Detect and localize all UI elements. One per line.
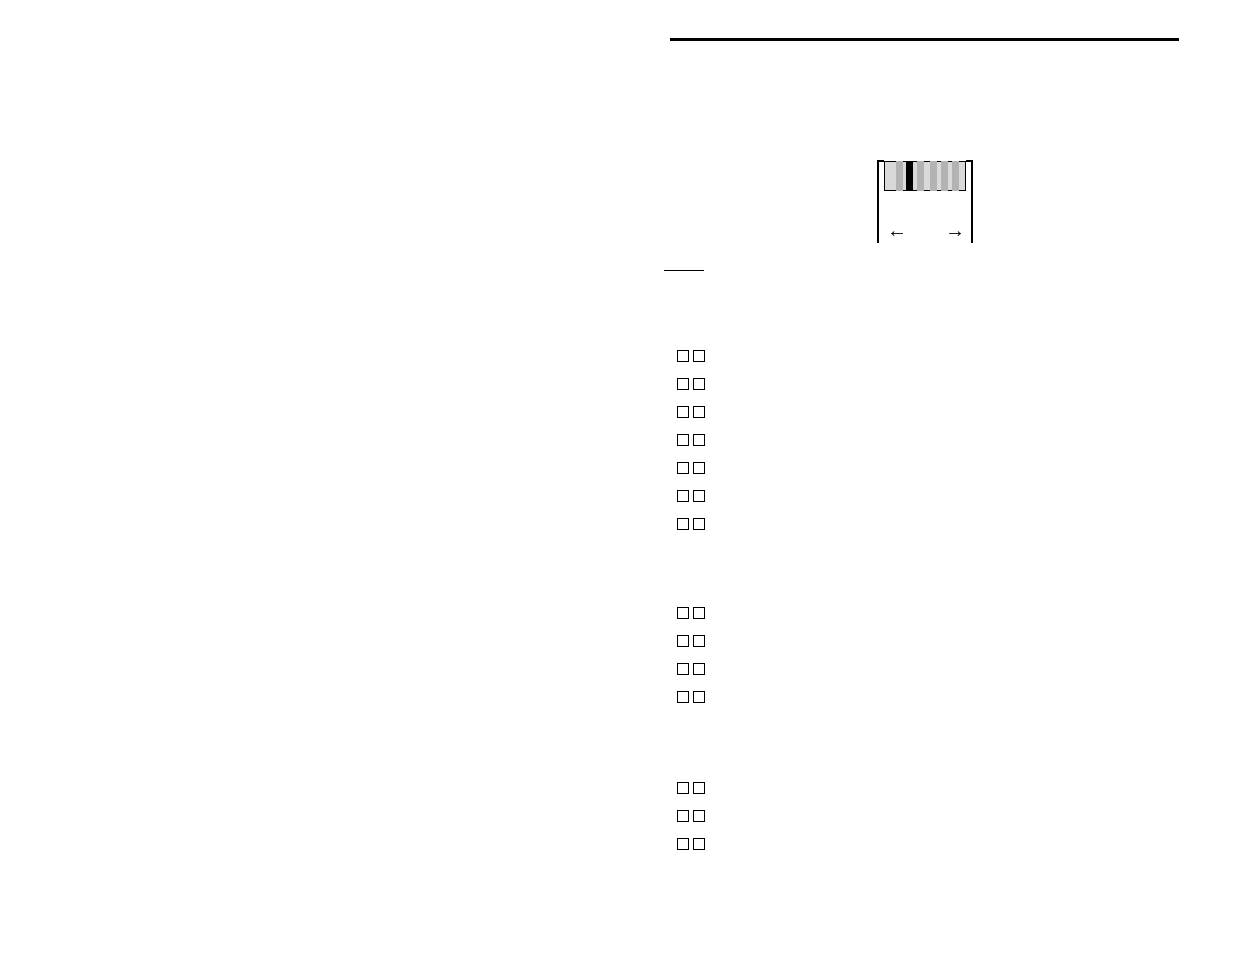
checkbox[interactable] xyxy=(677,434,689,446)
checkbox[interactable] xyxy=(693,810,705,822)
resistor-band-2 xyxy=(917,161,924,191)
checkbox-row xyxy=(677,405,705,423)
checkbox-row xyxy=(677,489,705,507)
checkbox-row xyxy=(677,690,705,708)
mid-rule xyxy=(664,270,704,271)
checkbox[interactable] xyxy=(677,518,689,530)
checkbox[interactable] xyxy=(677,350,689,362)
checkbox[interactable] xyxy=(693,406,705,418)
checkbox-row xyxy=(677,809,705,827)
checkbox[interactable] xyxy=(693,462,705,474)
checkbox-row xyxy=(677,837,705,855)
checkbox[interactable] xyxy=(677,378,689,390)
top-rule xyxy=(670,38,1179,41)
checkbox[interactable] xyxy=(693,838,705,850)
checkbox-row xyxy=(677,781,705,799)
checkbox-row xyxy=(677,377,705,395)
checkbox[interactable] xyxy=(693,518,705,530)
checkbox[interactable] xyxy=(693,635,705,647)
checkbox[interactable] xyxy=(693,378,705,390)
resistor-cap-left xyxy=(877,160,879,243)
resistor-band-1 xyxy=(906,161,913,191)
checkbox-row xyxy=(677,433,705,451)
checkbox-row xyxy=(677,461,705,479)
checkbox[interactable] xyxy=(693,350,705,362)
checkbox[interactable] xyxy=(677,406,689,418)
arrow-left-icon: ← xyxy=(887,221,907,241)
resistor-cap-right xyxy=(971,160,973,243)
checkbox[interactable] xyxy=(693,663,705,675)
checkbox[interactable] xyxy=(677,635,689,647)
checkbox-row xyxy=(677,634,705,652)
checkbox[interactable] xyxy=(677,810,689,822)
checkbox[interactable] xyxy=(677,782,689,794)
checkbox[interactable] xyxy=(677,838,689,850)
checkbox-row xyxy=(677,349,705,367)
checkbox[interactable] xyxy=(677,663,689,675)
checkbox[interactable] xyxy=(677,691,689,703)
resistor-band-4 xyxy=(941,161,948,191)
resistor-band-0 xyxy=(896,161,903,191)
checkbox[interactable] xyxy=(693,490,705,502)
resistor-band-5 xyxy=(952,161,959,191)
checkbox[interactable] xyxy=(693,607,705,619)
checkbox[interactable] xyxy=(693,691,705,703)
checkbox[interactable] xyxy=(693,434,705,446)
checkbox[interactable] xyxy=(693,782,705,794)
checkbox-row xyxy=(677,662,705,680)
checkbox-row xyxy=(677,606,705,624)
resistor-diagram: ← → xyxy=(877,159,973,244)
checkbox[interactable] xyxy=(677,462,689,474)
checkbox-row xyxy=(677,517,705,535)
checkbox[interactable] xyxy=(677,607,689,619)
checkbox[interactable] xyxy=(677,490,689,502)
resistor-band-3 xyxy=(930,161,937,191)
arrow-right-icon: → xyxy=(945,221,965,241)
